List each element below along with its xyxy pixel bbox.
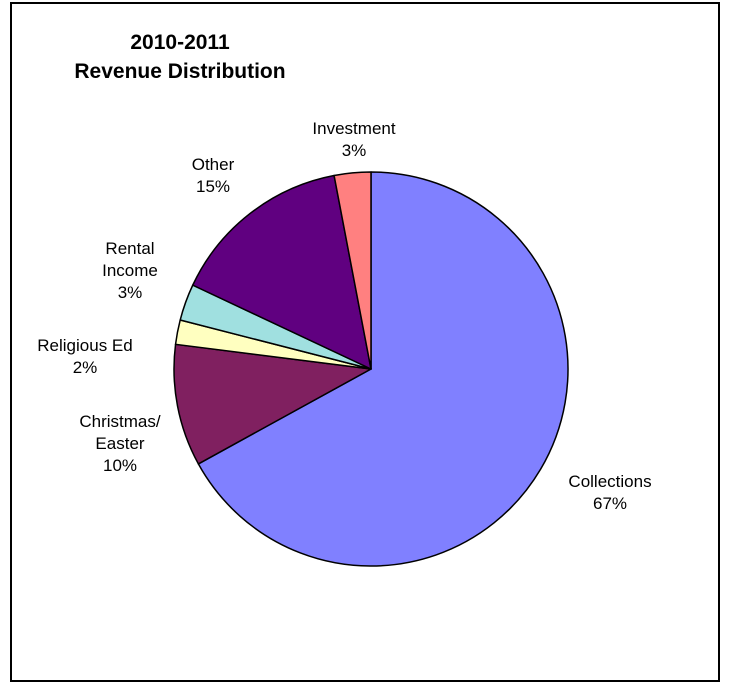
- slice-percent-label: 2%: [73, 358, 98, 377]
- chart-title: 2010-2011 Revenue Distribution: [40, 28, 320, 86]
- pie-slice: [197, 171, 569, 567]
- chart-title-line-1: 2010-2011: [130, 31, 230, 54]
- slice-label: Rental Income 3%: [102, 239, 158, 302]
- slice-name-label: Investment: [312, 119, 395, 138]
- slice-name-label: Other: [192, 155, 235, 174]
- slice-name-label: Income: [102, 261, 158, 280]
- slice-name-label: Collections: [568, 472, 651, 491]
- pie-slice: [173, 343, 372, 465]
- slice-name-label: Rental: [105, 239, 154, 258]
- slice-label: Religious Ed 2%: [37, 336, 132, 377]
- slice-name-label: Easter: [95, 434, 144, 453]
- pie-slices: [173, 171, 569, 567]
- slice-percent-label: 3%: [118, 283, 143, 302]
- slice-label: Collections 67%: [568, 472, 651, 513]
- slice-name-label: Religious Ed: [37, 336, 132, 355]
- slice-name-label: Christmas/: [79, 412, 161, 431]
- pie-labels: Collections 67% Christmas/Easter 10% Religio…: [37, 119, 651, 513]
- slice-percent-label: 10%: [103, 456, 137, 475]
- slice-label: Other 15%: [192, 155, 235, 196]
- pie-slice: [192, 174, 372, 370]
- pie-slice: [333, 171, 372, 370]
- slice-percent-label: 67%: [593, 494, 627, 513]
- slice-label: Investment 3%: [312, 119, 395, 160]
- slice-percent-label: 15%: [196, 177, 230, 196]
- slice-percent-label: 3%: [342, 141, 367, 160]
- chart-title-line-2: Revenue Distribution: [74, 60, 286, 83]
- slice-label: Christmas/Easter 10%: [79, 412, 161, 475]
